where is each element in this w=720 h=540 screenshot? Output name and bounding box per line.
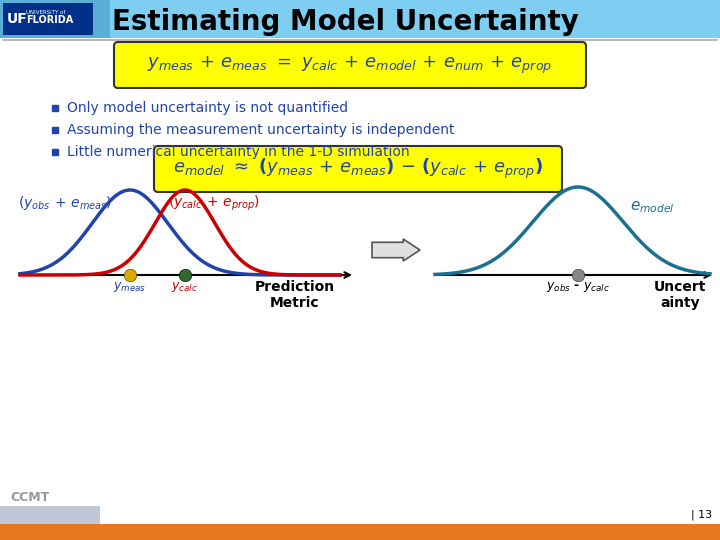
Text: $e_{model}$: $e_{model}$ (630, 199, 675, 215)
Text: Assuming the measurement uncertainty is independent: Assuming the measurement uncertainty is … (67, 123, 454, 137)
FancyBboxPatch shape (0, 0, 720, 38)
Text: $y_{meas}$ $+$ $e_{meas}$ $=$ $y_{calc}$ $+$ $e_{model}$ $+$ $e_{num}$ $+$ $e_{p: $y_{meas}$ $+$ $e_{meas}$ $=$ $y_{calc}$… (148, 55, 552, 76)
Text: $y_{obs}$ - $y_{calc}$: $y_{obs}$ - $y_{calc}$ (546, 280, 610, 294)
Text: FLORIDA: FLORIDA (26, 15, 73, 25)
Text: $y_{calc}$: $y_{calc}$ (171, 280, 199, 294)
Text: UNIVERSITY of: UNIVERSITY of (26, 10, 66, 15)
Polygon shape (372, 239, 420, 261)
Text: Uncert
ainty: Uncert ainty (654, 280, 706, 310)
FancyBboxPatch shape (3, 3, 93, 35)
FancyBboxPatch shape (114, 42, 586, 88)
Text: UF: UF (7, 12, 28, 26)
FancyBboxPatch shape (110, 0, 720, 38)
Text: Estimating Model Uncertainty: Estimating Model Uncertainty (112, 8, 579, 36)
FancyBboxPatch shape (0, 524, 720, 540)
Text: $y_{meas}$: $y_{meas}$ (113, 280, 147, 294)
FancyBboxPatch shape (154, 146, 562, 192)
Text: Prediction
Metric: Prediction Metric (255, 280, 335, 310)
Text: $e_{model}$ $\approx$ ($y_{meas}$ $+$ $e_{meas}$) $-$ ($y_{calc}$ $+$ $e_{prop}$: $e_{model}$ $\approx$ ($y_{meas}$ $+$ $e… (173, 157, 543, 181)
Text: | 13: | 13 (691, 510, 712, 520)
Text: CCMT: CCMT (10, 491, 49, 504)
FancyBboxPatch shape (0, 506, 100, 524)
Text: Little numerical uncertainty in the 1-D simulation: Little numerical uncertainty in the 1-D … (67, 145, 410, 159)
Text: Only model uncertainty is not quantified: Only model uncertainty is not quantified (67, 101, 348, 115)
Text: $(y_{calc}$ $+$ $e_{prop})$: $(y_{calc}$ $+$ $e_{prop})$ (168, 193, 260, 213)
Text: $(y_{obs}$ $+$ $e_{meas})$: $(y_{obs}$ $+$ $e_{meas})$ (18, 194, 112, 212)
